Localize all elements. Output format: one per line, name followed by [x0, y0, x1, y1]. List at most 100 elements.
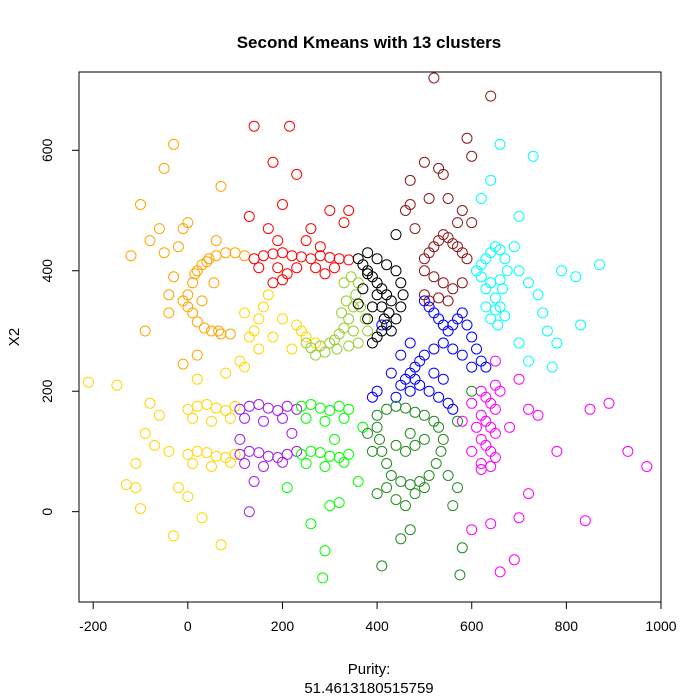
data-point: [381, 482, 393, 494]
data-point: [378, 313, 390, 325]
data-point: [324, 405, 336, 416]
data-point: [206, 415, 217, 427]
data-point: [390, 265, 402, 277]
data-point: [248, 476, 260, 487]
data-point: [499, 253, 511, 265]
data-point: [355, 301, 366, 313]
data-point: [248, 120, 260, 132]
data-point: [168, 271, 180, 283]
data-point: [295, 325, 307, 337]
data-point: [622, 445, 634, 457]
data-point: [452, 415, 463, 427]
data-point: [513, 337, 525, 349]
data-point: [196, 512, 208, 524]
data-point: [191, 400, 203, 412]
cluster-11: [281, 399, 369, 584]
data-point: [262, 223, 274, 235]
data-point: [239, 307, 251, 319]
data-point: [366, 445, 378, 457]
data-point: [499, 310, 511, 322]
data-point: [584, 403, 596, 415]
data-point: [338, 456, 350, 468]
data-point: [277, 412, 288, 424]
data-point: [267, 331, 279, 343]
data-point: [196, 295, 208, 307]
data-point: [300, 412, 312, 424]
data-point: [172, 241, 184, 253]
data-point: [130, 458, 142, 469]
data-point: [203, 253, 215, 265]
data-point: [471, 343, 482, 355]
data-point: [404, 337, 416, 349]
data-point: [187, 277, 199, 289]
data-point: [376, 301, 388, 313]
data-point: [262, 402, 274, 414]
data-point: [168, 138, 180, 150]
data-point: [350, 289, 362, 301]
data-point: [395, 533, 407, 545]
data-point: [163, 307, 175, 319]
data-point: [319, 415, 331, 427]
data-point: [409, 439, 421, 451]
data-point: [489, 304, 501, 316]
data-point: [541, 325, 553, 337]
data-point: [253, 313, 265, 325]
data-point: [153, 223, 165, 235]
data-point: [480, 361, 492, 373]
data-point: [239, 458, 251, 469]
data-point: [135, 199, 146, 210]
data-point: [215, 180, 227, 192]
data-point: [489, 292, 501, 304]
data-point: [381, 259, 393, 271]
data-point: [556, 265, 568, 277]
data-point: [404, 524, 416, 536]
data-point: [277, 199, 288, 210]
data-point: [395, 349, 407, 361]
data-point: [400, 402, 411, 414]
data-point: [201, 399, 213, 410]
data-point: [471, 421, 482, 433]
data-point: [239, 250, 251, 262]
data-point: [182, 217, 194, 229]
data-point: [428, 367, 440, 379]
data-point: [456, 415, 468, 427]
data-point: [466, 385, 478, 397]
data-point: [437, 337, 449, 349]
data-point: [485, 174, 497, 186]
data-point: [224, 328, 236, 340]
data-point: [579, 515, 591, 527]
data-point: [532, 409, 544, 421]
data-point: [461, 132, 473, 144]
data-point: [139, 325, 151, 337]
data-point: [376, 319, 388, 331]
data-point: [258, 301, 269, 313]
data-point: [513, 265, 525, 277]
x-axis-label: Purity:: [348, 661, 391, 678]
data-point: [442, 295, 454, 307]
data-point: [191, 373, 203, 385]
data-point: [343, 254, 355, 266]
data-point: [357, 283, 369, 295]
data-point: [234, 433, 246, 445]
data-point: [400, 445, 411, 457]
data-point: [371, 253, 383, 265]
data-point: [494, 244, 506, 256]
data-point: [466, 524, 478, 536]
data-point: [239, 361, 251, 373]
data-point: [338, 217, 350, 229]
data-point: [409, 406, 421, 418]
data-point: [343, 313, 355, 325]
data-point: [433, 292, 445, 304]
data-point: [456, 307, 468, 319]
data-point: [191, 445, 203, 457]
data-point: [423, 193, 435, 204]
data-point: [447, 283, 459, 295]
data-point: [366, 337, 378, 349]
data-point: [319, 461, 331, 472]
data-point: [314, 447, 326, 459]
data-point: [409, 223, 421, 235]
data-point: [359, 313, 371, 325]
cluster-3: [83, 289, 322, 551]
data-point: [433, 391, 445, 403]
data-point: [281, 400, 293, 412]
